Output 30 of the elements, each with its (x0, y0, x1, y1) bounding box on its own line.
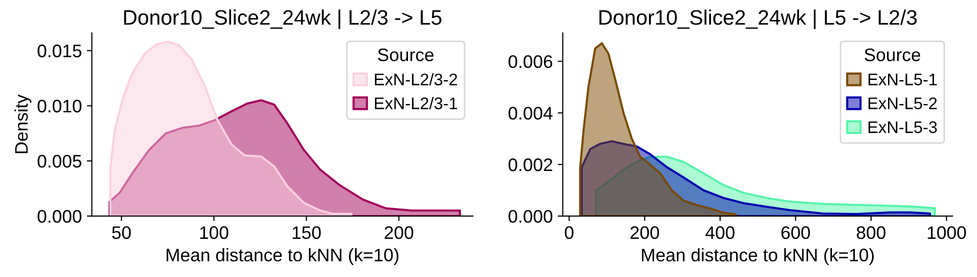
y-tick-label: 0.010 (38, 100, 82, 112)
y-axis-title: Density (14, 94, 32, 154)
x-tick-label: 800 (856, 226, 886, 240)
x-tick-label: 600 (781, 226, 810, 240)
y-tick-label: 0.000 (38, 210, 82, 223)
x-tick-label: 0 (564, 226, 574, 240)
x-axis-title: Mean distance to kNN (k=10) (166, 248, 398, 265)
x-axis-title: Mean distance to kNN (k=10) (642, 248, 874, 265)
x-tick-label: 50 (112, 226, 131, 240)
y-tick-label: 0.000 (508, 210, 552, 223)
x-tick-label: 200 (384, 226, 414, 240)
x-tick-label: 100 (200, 226, 228, 240)
legend-label: ExN-L2/3-2 (374, 73, 458, 86)
legend-label: ExN-L5-2 (868, 97, 937, 110)
x-tick-label: 200 (630, 226, 659, 240)
legend-title: Source (864, 48, 920, 62)
legend-label: ExN-L5-3 (868, 121, 937, 134)
x-tick-label: 150 (292, 226, 321, 240)
y-tick-label: 0.015 (38, 44, 82, 58)
legend-label: ExN-L2/3-1 (374, 96, 458, 110)
x-tick-label: 400 (705, 226, 734, 240)
legend-title: Source (378, 48, 434, 62)
legend-label: ExN-L5-1 (868, 74, 937, 86)
chart-title: Donor10_Slice2_24wk | L5 -> L2/3 (599, 10, 917, 30)
y-tick-label: 0.004 (508, 106, 553, 120)
y-tick-label: 0.002 (508, 158, 552, 172)
chart-title: Donor10_Slice2_24wk | L2/3 -> L5 (124, 10, 442, 30)
y-tick-label: 0.006 (508, 55, 552, 68)
x-tick-label: 1000 (928, 226, 966, 240)
y-tick-label: 0.005 (38, 154, 82, 168)
